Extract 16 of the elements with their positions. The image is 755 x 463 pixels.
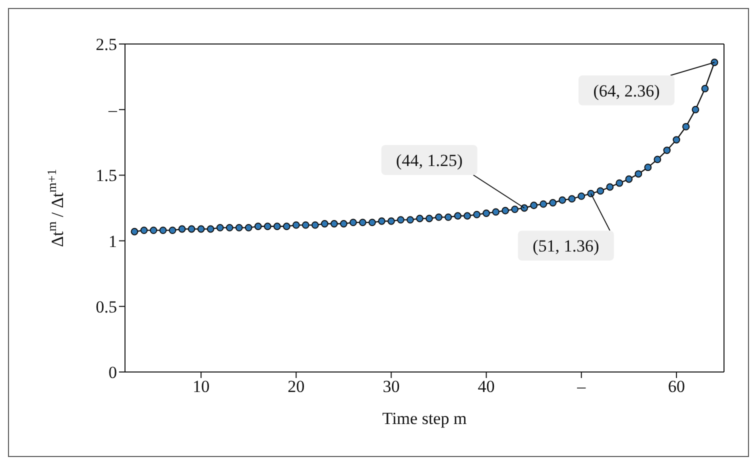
x-tick-label: 60 xyxy=(668,377,685,396)
annotation: (64, 2.36) xyxy=(593,81,660,100)
y-tick-label: 0.5 xyxy=(96,297,117,316)
y-tick-label: 1 xyxy=(108,232,117,251)
y-tick-label: 2.5 xyxy=(96,35,117,54)
annotation: (44, 1.25) xyxy=(396,151,463,170)
x-axis-title: Time step m xyxy=(382,409,467,428)
x-tick-label: 40 xyxy=(478,377,495,396)
y-tick-label: 1.5 xyxy=(96,166,117,186)
x-tick-label: – xyxy=(576,377,586,396)
y-tick-label: 0 xyxy=(108,363,117,382)
x-tick-label: 20 xyxy=(288,377,305,396)
annotation: (51, 1.36) xyxy=(532,236,600,256)
x-tick-label: 30 xyxy=(382,377,400,396)
x-tick-label: 10 xyxy=(192,377,210,396)
y-tick-label: – xyxy=(108,100,118,120)
